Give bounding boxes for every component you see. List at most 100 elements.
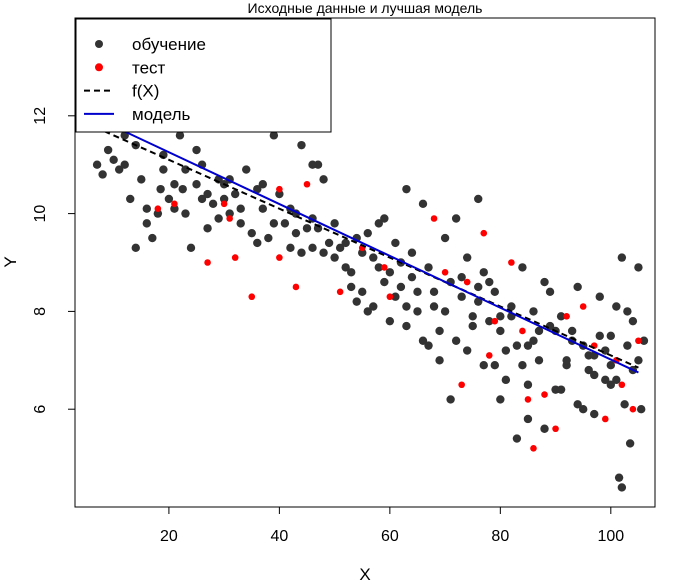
train-point-75 bbox=[496, 326, 505, 336]
train-point-9 bbox=[142, 219, 152, 228]
train-point-109 bbox=[402, 184, 411, 194]
train-point-113 bbox=[451, 214, 461, 223]
train-point-118 bbox=[540, 277, 549, 287]
train-point-173 bbox=[330, 253, 339, 262]
train-point-116 bbox=[341, 238, 350, 248]
train-point-142 bbox=[374, 263, 384, 272]
train-point-111 bbox=[474, 194, 483, 204]
train-point-171 bbox=[369, 253, 378, 262]
train-point-147 bbox=[286, 243, 295, 253]
train-point-43 bbox=[319, 175, 328, 184]
test-point-26 bbox=[563, 312, 570, 320]
test-point-15 bbox=[441, 268, 449, 276]
train-point-99 bbox=[623, 341, 632, 350]
test-point-29 bbox=[601, 415, 609, 423]
train-point-71 bbox=[474, 297, 483, 306]
test-point-25 bbox=[552, 425, 559, 433]
train-point-72 bbox=[479, 268, 488, 277]
train-point-182 bbox=[474, 282, 483, 292]
train-point-28 bbox=[236, 219, 245, 228]
train-point-114 bbox=[380, 214, 389, 223]
train-point-134 bbox=[578, 405, 588, 414]
train-point-110 bbox=[418, 199, 428, 209]
train-point-172 bbox=[346, 282, 356, 292]
train-point-61 bbox=[418, 336, 428, 345]
y-axis-title: Y bbox=[1, 256, 20, 267]
train-point-10 bbox=[148, 233, 157, 243]
train-point-53 bbox=[374, 219, 384, 228]
train-point-117 bbox=[518, 263, 527, 272]
train-point-108 bbox=[308, 160, 317, 169]
train-point-1 bbox=[98, 170, 107, 179]
legend-label-3: модель bbox=[132, 105, 190, 124]
train-point-6 bbox=[126, 194, 135, 204]
train-point-93 bbox=[595, 331, 604, 341]
train-point-32 bbox=[258, 204, 268, 213]
train-point-107 bbox=[297, 140, 306, 150]
x-tick-label-4: 100 bbox=[597, 528, 624, 545]
train-point-169 bbox=[612, 302, 621, 311]
train-point-166 bbox=[567, 326, 577, 336]
train-point-19 bbox=[186, 243, 196, 253]
train-point-38 bbox=[291, 228, 301, 238]
train-point-132 bbox=[523, 380, 533, 389]
train-point-80 bbox=[523, 414, 533, 424]
train-point-70 bbox=[468, 312, 477, 321]
train-point-140 bbox=[407, 248, 417, 257]
legend-label-2: f(X) bbox=[132, 82, 159, 101]
test-point-17 bbox=[463, 278, 471, 286]
train-point-20 bbox=[192, 180, 201, 189]
train-point-59 bbox=[407, 272, 417, 282]
train-point-152 bbox=[203, 224, 212, 233]
test-point-4 bbox=[226, 215, 233, 222]
data-layer bbox=[85, 112, 649, 492]
train-point-133 bbox=[556, 385, 566, 394]
train-point-96 bbox=[612, 375, 621, 385]
train-point-188 bbox=[634, 356, 643, 365]
train-point-103 bbox=[639, 336, 649, 345]
train-point-83 bbox=[540, 424, 549, 433]
model-line bbox=[85, 112, 639, 374]
train-point-64 bbox=[435, 326, 444, 336]
train-point-17 bbox=[178, 184, 187, 194]
train-point-89 bbox=[573, 400, 582, 409]
train-point-26 bbox=[225, 209, 234, 218]
y-tick-label-2: 10 bbox=[32, 205, 49, 223]
test-point-0 bbox=[154, 205, 162, 213]
train-point-31 bbox=[253, 184, 262, 194]
train-point-11 bbox=[153, 209, 163, 218]
train-point-146 bbox=[308, 243, 317, 253]
train-point-185 bbox=[562, 356, 571, 365]
train-point-74 bbox=[490, 360, 500, 370]
true-function-line bbox=[85, 122, 639, 369]
train-point-22 bbox=[203, 189, 212, 199]
train-point-16 bbox=[175, 131, 185, 140]
train-point-139 bbox=[446, 395, 455, 404]
train-point-12 bbox=[156, 184, 165, 194]
train-point-148 bbox=[269, 219, 279, 228]
train-point-76 bbox=[501, 375, 511, 385]
x-axis-title: X bbox=[359, 565, 370, 584]
legend: обучение тест f(X) модель bbox=[75, 18, 332, 133]
train-point-69 bbox=[462, 253, 472, 262]
train-point-144 bbox=[352, 297, 361, 306]
test-point-31 bbox=[618, 381, 626, 389]
train-point-44 bbox=[324, 238, 334, 248]
train-point-105 bbox=[617, 483, 627, 492]
train-point-126 bbox=[606, 331, 616, 341]
train-point-135 bbox=[590, 409, 599, 419]
train-point-121 bbox=[490, 287, 500, 297]
train-point-131 bbox=[496, 395, 505, 404]
train-point-163 bbox=[485, 277, 494, 287]
train-point-78 bbox=[512, 434, 522, 443]
legend-label-1: тест bbox=[132, 58, 166, 77]
train-point-145 bbox=[319, 248, 328, 257]
chart-title: Исходные данные и лучшая модель bbox=[248, 0, 483, 16]
train-point-81 bbox=[529, 336, 538, 345]
train-point-86 bbox=[556, 312, 566, 321]
train-point-168 bbox=[628, 316, 638, 326]
train-point-150 bbox=[236, 204, 245, 213]
train-point-95 bbox=[606, 360, 616, 370]
legend-symbol-1 bbox=[95, 63, 103, 72]
train-point-127 bbox=[424, 341, 433, 350]
